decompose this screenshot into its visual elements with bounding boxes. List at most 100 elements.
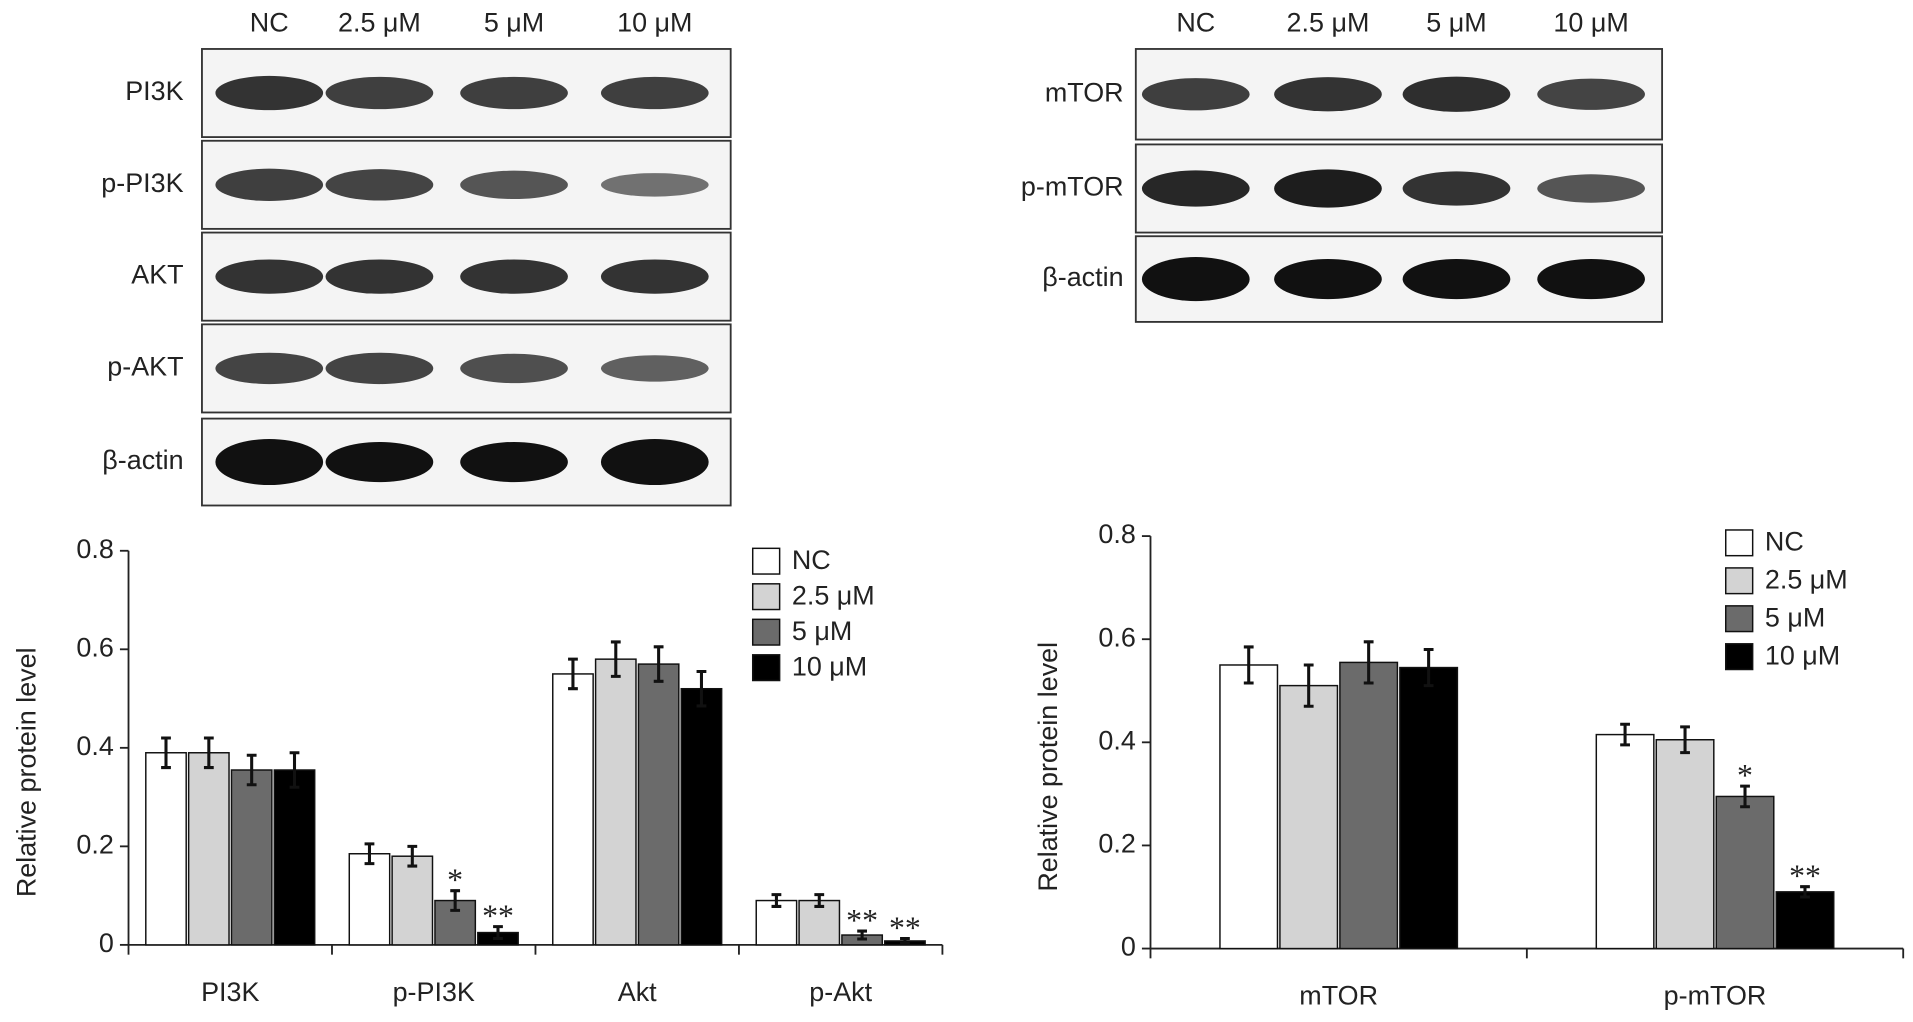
- x-tick-label: Akt: [618, 977, 657, 1007]
- blot-row-label: β-actin: [1042, 262, 1123, 292]
- error-bar: [568, 657, 578, 691]
- significance: **: [889, 910, 921, 945]
- error-bar: [289, 751, 300, 789]
- x-tick-label: mTOR: [1299, 981, 1378, 1011]
- blot-band: [1402, 76, 1511, 112]
- blot-band: [325, 441, 434, 483]
- blot-band: [1402, 171, 1511, 206]
- blot-band: [1274, 169, 1382, 208]
- significance: *: [447, 863, 463, 898]
- significance: **: [482, 899, 514, 934]
- legend-swatch: [1725, 605, 1754, 633]
- bar: [1775, 891, 1835, 950]
- bar: [1279, 684, 1339, 950]
- bar: [1595, 733, 1655, 950]
- error-bar: [246, 753, 257, 787]
- blot-band: [215, 439, 324, 486]
- blot-band: [1537, 78, 1645, 110]
- blot-band: [1141, 170, 1250, 207]
- blot-band: [215, 259, 324, 294]
- bar: [348, 853, 391, 946]
- error-bar: [364, 842, 375, 866]
- error-bar: [814, 893, 825, 908]
- blot-band: [460, 259, 568, 294]
- bar: [1219, 664, 1279, 950]
- error-bar: [1243, 645, 1254, 685]
- blot-row-label: p-mTOR: [1021, 172, 1124, 202]
- lane-label: 10 μM: [1553, 8, 1628, 38]
- bar: [552, 673, 594, 946]
- y-tick-label: 0.6: [76, 632, 113, 662]
- bar: [1339, 661, 1399, 950]
- legend-swatch: [751, 547, 781, 575]
- lane-label: 5 μM: [484, 8, 544, 38]
- legend-label: 5 μM: [1765, 602, 1825, 632]
- blot-band: [325, 352, 434, 385]
- blot-band: [1274, 77, 1382, 112]
- error-bar: [1620, 722, 1630, 747]
- y-tick-label: 0.6: [1098, 622, 1135, 652]
- blot-band: [325, 169, 434, 201]
- y-tick-label: 0.4: [1098, 725, 1135, 755]
- blot-band: [600, 355, 709, 382]
- y-tick-label: 0.8: [76, 534, 113, 564]
- blot-band: [1537, 258, 1645, 300]
- lane-label: NC: [250, 8, 289, 38]
- bar: [680, 687, 723, 946]
- y-axis-label: Relative protein level: [1033, 642, 1063, 892]
- y-tick-label: 0: [1121, 932, 1136, 962]
- blot-row-label: AKT: [131, 260, 183, 290]
- bar: [1655, 739, 1715, 950]
- blot-band: [1537, 174, 1645, 203]
- legend-label: 5 μM: [792, 616, 852, 646]
- blot-band: [215, 352, 324, 385]
- error-bar: [1800, 885, 1810, 899]
- x-tick-label: PI3K: [201, 977, 259, 1007]
- blot-band: [460, 353, 568, 384]
- blot-band: [215, 75, 324, 111]
- error-bar: [161, 736, 171, 770]
- error-bar: [493, 925, 503, 941]
- x-tick-label: p-PI3K: [393, 977, 475, 1007]
- error-bar: [1423, 647, 1434, 688]
- blot-band: [600, 259, 709, 294]
- blot-row-label: PI3K: [125, 76, 183, 106]
- blot-band: [1274, 258, 1382, 300]
- bar: [230, 769, 273, 946]
- legend-label: 2.5 μM: [1765, 564, 1848, 594]
- y-tick-label: 0.8: [1098, 519, 1135, 549]
- blot-band: [460, 76, 568, 110]
- lane-label: 2.5 μM: [1287, 8, 1370, 38]
- blot-band: [1141, 78, 1250, 111]
- error-bar: [857, 929, 868, 941]
- x-tick-label: p-Akt: [809, 977, 872, 1007]
- error-bar: [407, 844, 418, 868]
- bar: [1399, 666, 1459, 950]
- bar: [145, 752, 187, 946]
- legend-label: 10 μM: [792, 651, 867, 681]
- bar: [594, 658, 637, 946]
- bar: [273, 769, 316, 946]
- blot-band: [600, 76, 709, 110]
- y-tick-label: 0.2: [1098, 829, 1135, 859]
- legend-swatch: [1725, 529, 1754, 557]
- error-bar: [900, 936, 910, 945]
- blot-row-label: mTOR: [1045, 77, 1124, 107]
- legend-label: 2.5 μM: [792, 580, 875, 610]
- legend-label: NC: [1765, 527, 1804, 557]
- legend-swatch: [751, 654, 781, 682]
- significance: **: [846, 903, 878, 938]
- blot-band: [460, 170, 568, 200]
- blot-band: [1402, 258, 1511, 300]
- blot-band: [325, 259, 434, 294]
- legend-swatch: [1725, 567, 1754, 595]
- significance: *: [1737, 758, 1753, 793]
- blot-band: [325, 76, 434, 110]
- legend-label: 10 μM: [1765, 640, 1840, 670]
- lane-label: 10 μM: [617, 8, 692, 38]
- error-bar: [1303, 663, 1314, 708]
- lane-label: NC: [1176, 8, 1215, 38]
- y-tick-label: 0.4: [76, 731, 113, 761]
- blot-row-label: p-PI3K: [101, 168, 183, 198]
